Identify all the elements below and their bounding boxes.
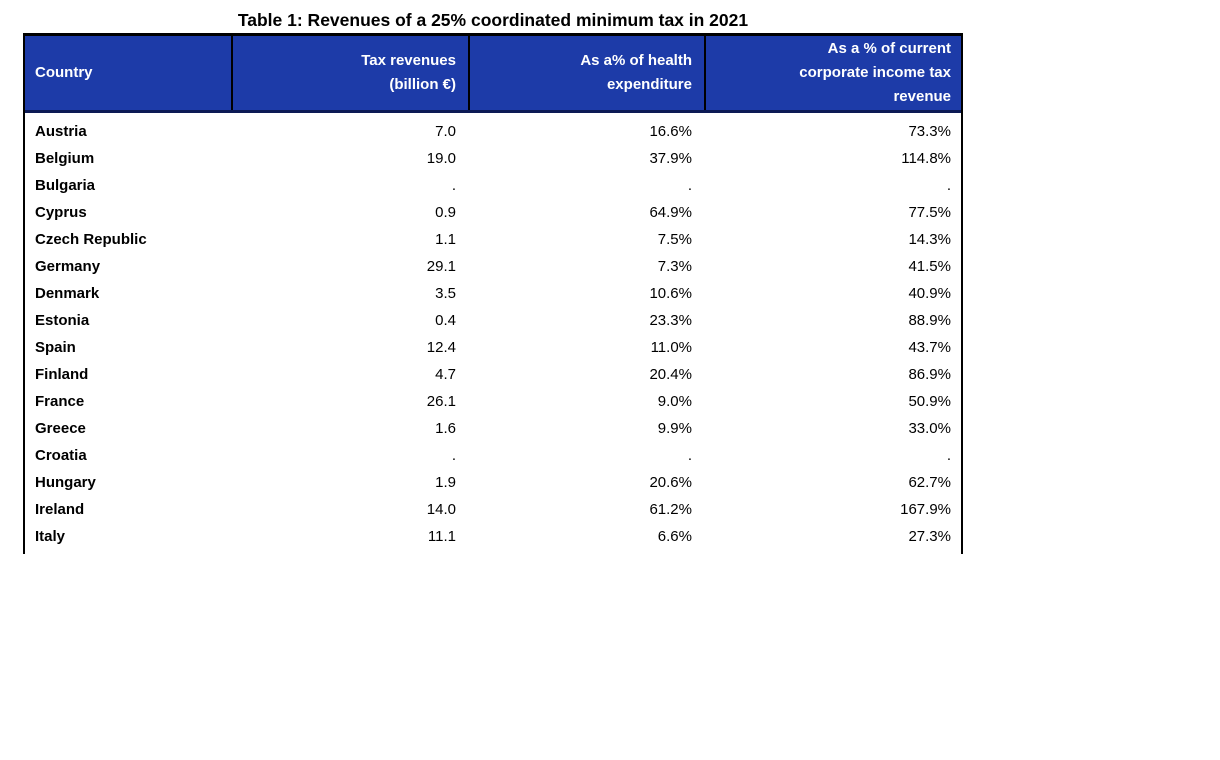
cell-cit-share: 50.9% (908, 393, 951, 410)
cell-cit-share: . (946, 447, 951, 464)
cell-cit-share: 27.3% (908, 528, 951, 545)
cell-tax-revenues: 1.6 (435, 420, 456, 437)
cell-health-share: 61.2% (649, 501, 692, 518)
table-row: Greece 1.6 9.9% 33.0% (25, 415, 961, 442)
table-header-row: Country Tax revenues (billion €) As a% o… (25, 33, 961, 113)
table-title: Table 1: Revenues of a 25% coordinated m… (237, 10, 749, 30)
table-row: Estonia 0.4 23.3% 88.9% (25, 307, 961, 334)
cell-country: Bulgaria (35, 177, 96, 194)
cell-health-share: 11.0% (650, 339, 692, 356)
cell-health-share: . (687, 177, 692, 194)
cell-health-share: 16.6% (649, 123, 692, 140)
document-area: Table 1: Revenues of a 25% coordinated m… (23, 8, 963, 554)
cell-country: Italy (35, 528, 66, 545)
cell-tax-revenues: 14.0 (426, 501, 456, 518)
table-body: Austria 7.0 16.6% 73.3% Belgium 19.0 37.9% 114.… (25, 113, 961, 554)
cell-cit-share: 62.7% (908, 474, 951, 491)
cell-cit-share: 77.5% (908, 204, 951, 221)
cell-country: Hungary (35, 474, 96, 491)
table-row: Germany 29.1 7.3% 41.5% (25, 253, 961, 280)
table-row: Hungary 1.9 20.6% 62.7% (25, 469, 961, 496)
cell-tax-revenues: . (451, 177, 456, 194)
cell-health-share: 20.6% (649, 474, 692, 491)
table-row: Cyprus 0.9 64.9% 77.5% (25, 199, 961, 226)
cell-health-share: 9.9% (657, 420, 692, 437)
cell-tax-revenues: 1.1 (435, 231, 456, 248)
cell-tax-revenues: . (451, 447, 456, 464)
cell-health-share: 37.9% (649, 150, 692, 167)
cell-country: Croatia (35, 447, 87, 464)
table-row: Italy 11.1 6.6% 27.3% (25, 523, 961, 550)
cell-health-share: 7.3% (657, 258, 692, 275)
cell-cit-share: . (946, 177, 951, 194)
cell-tax-revenues: 3.5 (435, 285, 456, 302)
cell-country: Spain (35, 339, 76, 356)
cell-tax-revenues: 12.4 (426, 339, 456, 356)
table-row: Finland 4.7 20.4% 86.9% (25, 361, 961, 388)
cell-tax-revenues: 29.1 (426, 258, 456, 275)
column-header-country: Country (35, 64, 93, 81)
cell-tax-revenues: 0.9 (435, 204, 456, 221)
cell-country: Belgium (35, 150, 95, 167)
cell-country: Cyprus (35, 204, 87, 221)
cell-country: Estonia (35, 312, 90, 329)
cell-health-share: 23.3% (649, 312, 692, 329)
table-row: Denmark 3.5 10.6% 40.9% (25, 280, 961, 307)
cell-health-share: 6.6% (657, 528, 692, 545)
table-row: Belgium 19.0 37.9% 114.8% (25, 145, 961, 172)
cell-tax-revenues: 4.7 (435, 366, 456, 383)
cell-country: Ireland (35, 501, 85, 518)
cell-country: France (35, 393, 85, 410)
cell-cit-share: 43.7% (908, 339, 951, 356)
table-row: Bulgaria... (25, 172, 961, 199)
cell-tax-revenues: 7.0 (435, 123, 456, 140)
cell-cit-share: 88.9% (908, 312, 951, 329)
cell-cit-share: 41.5% (908, 258, 951, 275)
cell-country: Denmark (35, 285, 100, 302)
cell-country: Greece (35, 420, 86, 437)
cell-tax-revenues: 26.1 (426, 393, 456, 410)
cell-country: Germany (35, 258, 101, 275)
cell-cit-share: 86.9% (908, 366, 951, 383)
cell-tax-revenues: 11.1 (427, 528, 456, 545)
cell-health-share: 10.6% (649, 285, 692, 302)
revenue-table: Country Tax revenues (billion €) As a% o… (23, 33, 963, 554)
column-header-cit-revenue: As a % of current corporate income tax r… (704, 36, 961, 110)
cell-cit-share: 73.3% (908, 123, 951, 140)
table-row: Spain 12.4 11.0% 43.7% (25, 334, 961, 361)
cell-health-share: 9.0% (657, 393, 692, 410)
cell-tax-revenues: 0.4 (435, 312, 456, 329)
cell-health-share: 20.4% (649, 366, 692, 383)
column-header-tax-revenues: Tax revenues (billion €) (231, 36, 468, 110)
cell-health-share: 64.9% (649, 204, 692, 221)
table-row: France 26.1 9.0% 50.9% (25, 388, 961, 415)
cell-health-share: 7.5% (657, 231, 692, 248)
cell-health-share: . (687, 447, 692, 464)
cell-cit-share: 14.3% (908, 231, 951, 248)
cell-country: Finland (35, 366, 89, 383)
cell-country: Austria (35, 123, 87, 140)
cell-cit-share: 114.8% (901, 150, 951, 167)
cell-cit-share: 40.9% (908, 285, 951, 302)
cell-cit-share: 167.9% (900, 501, 951, 518)
table-row: Austria 7.0 16.6% 73.3% (25, 118, 961, 145)
cell-cit-share: 33.0% (908, 420, 951, 437)
cell-tax-revenues: 19.0 (426, 150, 456, 167)
table-row: Czech Republic 1.1 7.5% 14.3% (25, 226, 961, 253)
table-row: Croatia... (25, 442, 961, 469)
table-row: Ireland 14.0 61.2% 167.9% (25, 496, 961, 523)
cell-country: Czech Republic (35, 231, 147, 248)
column-header-health-expenditure: As a% of health expenditure (468, 36, 704, 110)
cell-tax-revenues: 1.9 (435, 474, 456, 491)
